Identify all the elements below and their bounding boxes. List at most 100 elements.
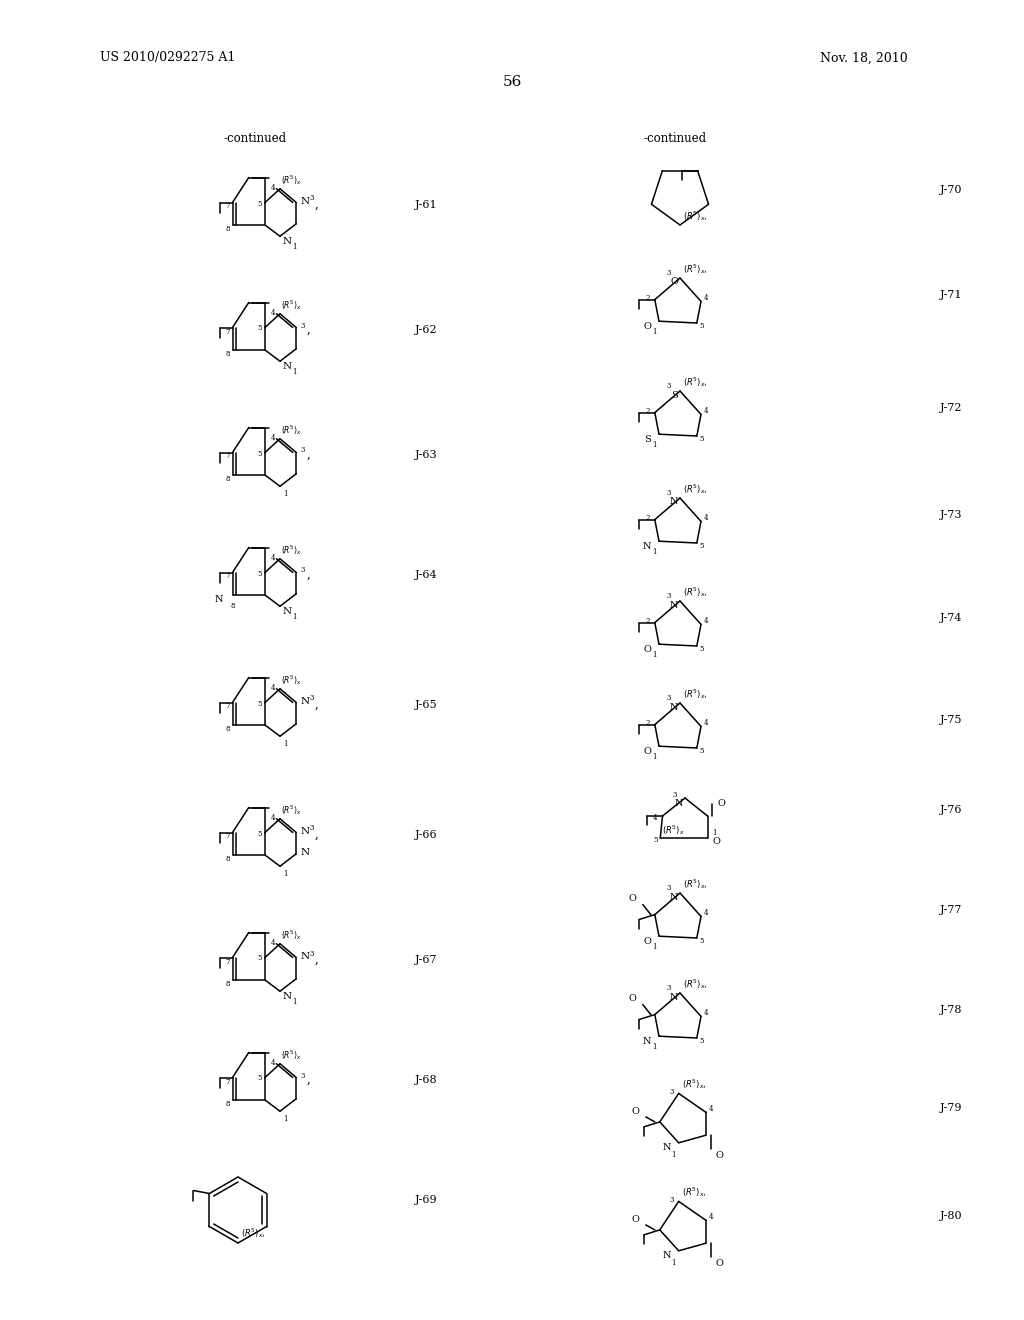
Text: J-79: J-79 [940,1104,963,1113]
Text: $(R^5)_x,$: $(R^5)_x,$ [241,1226,265,1239]
Text: N: N [670,498,678,507]
Text: J-69: J-69 [415,1195,437,1205]
Text: 1: 1 [652,1043,657,1051]
Text: 3: 3 [670,1196,674,1204]
Text: O: O [716,1259,724,1267]
Text: 3: 3 [300,322,304,330]
Text: 1: 1 [652,651,657,659]
Text: 2: 2 [645,407,650,414]
Text: 7: 7 [225,833,229,841]
Text: O: O [643,644,651,653]
Text: $(R^5)_x,$: $(R^5)_x,$ [683,482,708,496]
Text: 1: 1 [283,741,288,748]
Text: 1: 1 [283,490,288,498]
Text: 8: 8 [225,1100,229,1107]
Text: 5: 5 [257,569,262,578]
Text: J-65: J-65 [415,700,437,710]
Text: 1: 1 [652,754,657,762]
Text: J-68: J-68 [415,1074,437,1085]
Text: 3: 3 [300,446,304,454]
Text: 5: 5 [699,747,705,755]
Text: O: O [629,894,637,903]
Text: US 2010/0292275 A1: US 2010/0292275 A1 [100,51,236,65]
Text: O: O [643,747,651,755]
Text: $(R^5)_x$: $(R^5)_x$ [281,173,302,186]
Text: O: O [643,937,651,945]
Text: N: N [670,601,678,610]
Text: 3: 3 [673,791,677,799]
Text: 7: 7 [225,327,229,335]
Text: ,: , [314,698,318,711]
Text: 3: 3 [309,694,313,702]
Text: 5: 5 [699,543,705,550]
Text: 5: 5 [699,322,705,330]
Text: 4: 4 [705,515,709,523]
Text: ,: , [306,447,310,461]
Text: 1: 1 [671,1151,676,1159]
Text: 3: 3 [667,488,671,498]
Text: 7: 7 [225,202,229,210]
Text: J-71: J-71 [940,290,963,300]
Text: 4: 4 [705,408,709,416]
Text: N: N [663,1143,671,1152]
Text: 4: 4 [270,309,275,317]
Text: O: O [670,277,678,286]
Text: $(R^5)_x$: $(R^5)_x$ [281,298,302,312]
Text: 3: 3 [667,381,671,389]
Text: 8: 8 [225,979,229,987]
Text: S: S [644,434,651,444]
Text: ,: , [306,323,310,337]
Text: 1: 1 [652,441,657,449]
Text: $(R^5)_x,$: $(R^5)_x,$ [683,263,708,276]
Text: 5: 5 [257,1074,262,1082]
Text: 5: 5 [257,700,262,708]
Text: 3: 3 [667,983,671,993]
Text: 2: 2 [645,513,650,521]
Text: $(R^5)_x$: $(R^5)_x$ [281,1048,302,1061]
Text: 1: 1 [652,329,657,337]
Text: O: O [632,1216,640,1225]
Text: 2: 2 [645,293,650,301]
Text: N: N [300,828,309,836]
Text: 4: 4 [709,1105,714,1113]
Text: N: N [300,849,309,857]
Text: J-76: J-76 [940,805,963,814]
Text: J-63: J-63 [415,450,437,459]
Text: 56: 56 [503,75,521,88]
Text: N: N [670,702,678,711]
Text: J-72: J-72 [940,403,963,413]
Text: 2: 2 [645,718,650,726]
Text: 1: 1 [292,998,297,1006]
Text: J-78: J-78 [940,1005,963,1015]
Text: 4: 4 [653,814,657,822]
Text: 4: 4 [270,939,275,946]
Text: N: N [300,952,309,961]
Text: 4: 4 [270,554,275,562]
Text: $(R^5)_x$: $(R^5)_x$ [281,543,302,557]
Text: N: N [283,362,292,371]
Text: O: O [632,1107,640,1117]
Text: 5: 5 [257,829,262,837]
Text: $(R^5)_x,$: $(R^5)_x,$ [683,977,708,991]
Text: 8: 8 [230,602,234,610]
Text: ,: , [314,198,318,211]
Text: J-61: J-61 [415,201,437,210]
Text: $(R^5)_x,$: $(R^5)_x,$ [683,686,708,701]
Text: 1: 1 [292,368,297,376]
Text: 7: 7 [225,453,229,461]
Text: 5: 5 [699,1038,705,1045]
Text: 4: 4 [705,618,709,626]
Text: O: O [629,994,637,1003]
Text: 3: 3 [670,1089,674,1097]
Text: 1: 1 [292,243,297,251]
Text: O: O [713,837,720,846]
Text: $(R^5)_x,$: $(R^5)_x,$ [682,1185,707,1200]
Text: ,: , [314,953,318,966]
Text: 5: 5 [699,645,705,653]
Text: $(R^5)_x,$: $(R^5)_x,$ [683,876,708,891]
Text: 3: 3 [667,694,671,702]
Text: J-62: J-62 [415,325,437,335]
Text: $(R^5)_x,$: $(R^5)_x,$ [683,209,708,223]
Text: N: N [670,993,678,1002]
Text: 2: 2 [645,616,650,624]
